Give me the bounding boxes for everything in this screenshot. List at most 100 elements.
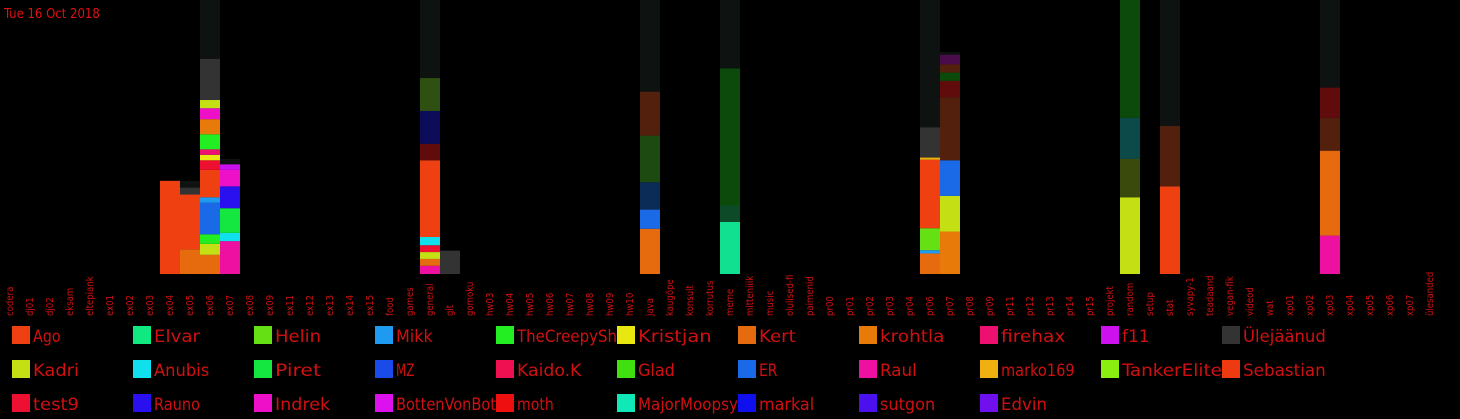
x-tick-label: hw03 bbox=[485, 293, 496, 316]
legend-item: Edvin bbox=[980, 394, 1047, 415]
x-tick-label: dj02 bbox=[45, 297, 56, 316]
bar-segment-xp03-Ago bbox=[1320, 117, 1340, 151]
legend-label: MajorMoopsy bbox=[638, 395, 738, 415]
x-tick-label: codera bbox=[5, 287, 16, 316]
bar-segment-pr07-ER bbox=[940, 160, 960, 196]
legend-item: test9 bbox=[12, 394, 79, 415]
legend-label: Kadri bbox=[33, 361, 79, 381]
bar-segment-ex06-TheCreepySh bbox=[200, 134, 220, 150]
legend-item: Anubis bbox=[133, 360, 209, 381]
bar-segment-meme-MajorMoopsy bbox=[720, 221, 740, 274]
legend-swatch bbox=[254, 360, 272, 378]
legend-item: moth bbox=[496, 394, 554, 415]
bar-segment-general-moth bbox=[420, 143, 440, 161]
bar-segment-pr06-marko169 bbox=[920, 157, 940, 160]
x-tick-label: setup bbox=[1145, 292, 1156, 316]
x-tick-label: hw05 bbox=[525, 293, 536, 316]
legend-item: Kadri bbox=[12, 360, 79, 381]
bar-segment-general-Anubis bbox=[420, 237, 440, 246]
bar-segment-pr07-moth bbox=[940, 80, 960, 98]
bar-segment-ex06-Kert bbox=[200, 254, 220, 274]
x-tick-label: xp06 bbox=[1385, 295, 1396, 316]
bar-segment-ex05-Ago bbox=[180, 194, 200, 250]
bar-segment-java-Glad bbox=[640, 135, 660, 183]
bar-segment-ex06-Indrek bbox=[200, 108, 220, 120]
legend-item: Kert bbox=[738, 326, 796, 347]
legend-swatch bbox=[496, 394, 514, 412]
x-tick-label: xp01 bbox=[1285, 295, 1296, 316]
legend-item: Indrek bbox=[254, 394, 330, 415]
bar-segment-meme-Elvar bbox=[720, 205, 740, 222]
bar-segment-random-TheCreepySh bbox=[1120, 0, 1140, 118]
x-tick-label: food bbox=[385, 297, 396, 316]
bar-segment-ex06-Kadri bbox=[200, 100, 220, 109]
bar-segment-stat-Kert bbox=[1160, 126, 1180, 187]
x-tick-label: ex15 bbox=[365, 295, 376, 316]
legend-item: firehax bbox=[980, 326, 1065, 347]
x-tick-label: hw08 bbox=[585, 293, 596, 316]
legend-swatch bbox=[980, 326, 998, 344]
legend-label: Ago bbox=[33, 327, 61, 347]
x-tick-label: ex14 bbox=[345, 295, 356, 316]
x-tick-label: pr11 bbox=[1005, 296, 1016, 316]
legend-label: markal bbox=[759, 395, 814, 415]
x-tick-label: projekt bbox=[1105, 285, 1116, 316]
x-tick-label: pr00 bbox=[825, 296, 836, 316]
x-tick-label: ex02 bbox=[125, 295, 136, 316]
legend-swatch bbox=[617, 394, 635, 412]
bar-segment-general-Raul bbox=[420, 265, 440, 274]
x-tick-label: olulised-fi bbox=[785, 275, 796, 316]
x-tick-label: pr12 bbox=[1025, 296, 1036, 316]
bar-segment-ex06-ER bbox=[200, 202, 220, 235]
x-tick-label: ex08 bbox=[245, 295, 256, 316]
bar-segment-pr06-Mikk bbox=[920, 250, 940, 254]
legend-swatch bbox=[738, 394, 756, 412]
legend-label: ER bbox=[759, 361, 778, 381]
x-tick-label: ex03 bbox=[145, 295, 156, 316]
legend-item: Rauno bbox=[133, 394, 200, 415]
x-tick-label: xp05 bbox=[1365, 295, 1376, 316]
x-tick-label: xp04 bbox=[1345, 295, 1356, 316]
x-tick-label: konsult bbox=[685, 284, 696, 316]
legend-label: Indrek bbox=[275, 395, 330, 415]
bar-segment-ex07-Raul bbox=[220, 241, 240, 274]
bar-segment-ex07-Indrek bbox=[220, 169, 240, 187]
x-tick-label: dj01 bbox=[25, 297, 36, 316]
legend-swatch bbox=[12, 360, 30, 378]
legend-item: krohtla bbox=[859, 326, 944, 347]
x-tick-label: git bbox=[445, 304, 456, 316]
bar-segment-random-Kadri bbox=[1120, 197, 1140, 274]
legend-label: Mikk bbox=[396, 327, 433, 347]
bar-segment-ex05-Ülejäänud bbox=[180, 187, 200, 195]
legend-swatch bbox=[375, 394, 393, 412]
legend-label: test9 bbox=[33, 395, 79, 415]
bar-segment-pr07-f11 bbox=[940, 54, 960, 65]
legend-swatch bbox=[617, 326, 635, 344]
bar-segment-pr06-Kert bbox=[920, 253, 940, 274]
x-tick-label: teadaand bbox=[1205, 275, 1216, 316]
legend-item: MZ bbox=[375, 360, 414, 381]
x-tick-label: pr07 bbox=[945, 296, 956, 316]
legend-swatch bbox=[375, 360, 393, 378]
bar-segment-random-Glad bbox=[1120, 158, 1140, 198]
legend-swatch bbox=[133, 360, 151, 378]
bar-segment-ex06-test9 bbox=[200, 160, 220, 170]
legend-label: Glad bbox=[638, 361, 675, 381]
bar-segment-pr07-Kert bbox=[940, 64, 960, 73]
bar-segment-ex07-Piret bbox=[220, 208, 240, 233]
legend-label: firehax bbox=[1001, 327, 1065, 347]
legend-item: marko169 bbox=[980, 360, 1075, 381]
bar-segment-ex06-Kristjan bbox=[200, 154, 220, 161]
legend-label: sutgon bbox=[880, 395, 935, 415]
x-tick-label: paimenid bbox=[805, 276, 816, 316]
legend-swatch bbox=[738, 326, 756, 344]
bar-segment-ex07-f11 bbox=[220, 164, 240, 170]
x-tick-label: xp02 bbox=[1305, 295, 1316, 316]
x-tick-label: pr06 bbox=[925, 296, 936, 316]
legend: Ago Elvar Helin Mikk TheCreepySh Kristjan Kert… bbox=[12, 325, 1326, 415]
legend-item: Piret bbox=[254, 360, 321, 381]
bar-segment-stat-Ago bbox=[1160, 186, 1180, 274]
bar-segment-general-Kert bbox=[420, 258, 440, 266]
bar-segment-pr06-Helin bbox=[920, 228, 940, 251]
legend-swatch bbox=[859, 360, 877, 378]
